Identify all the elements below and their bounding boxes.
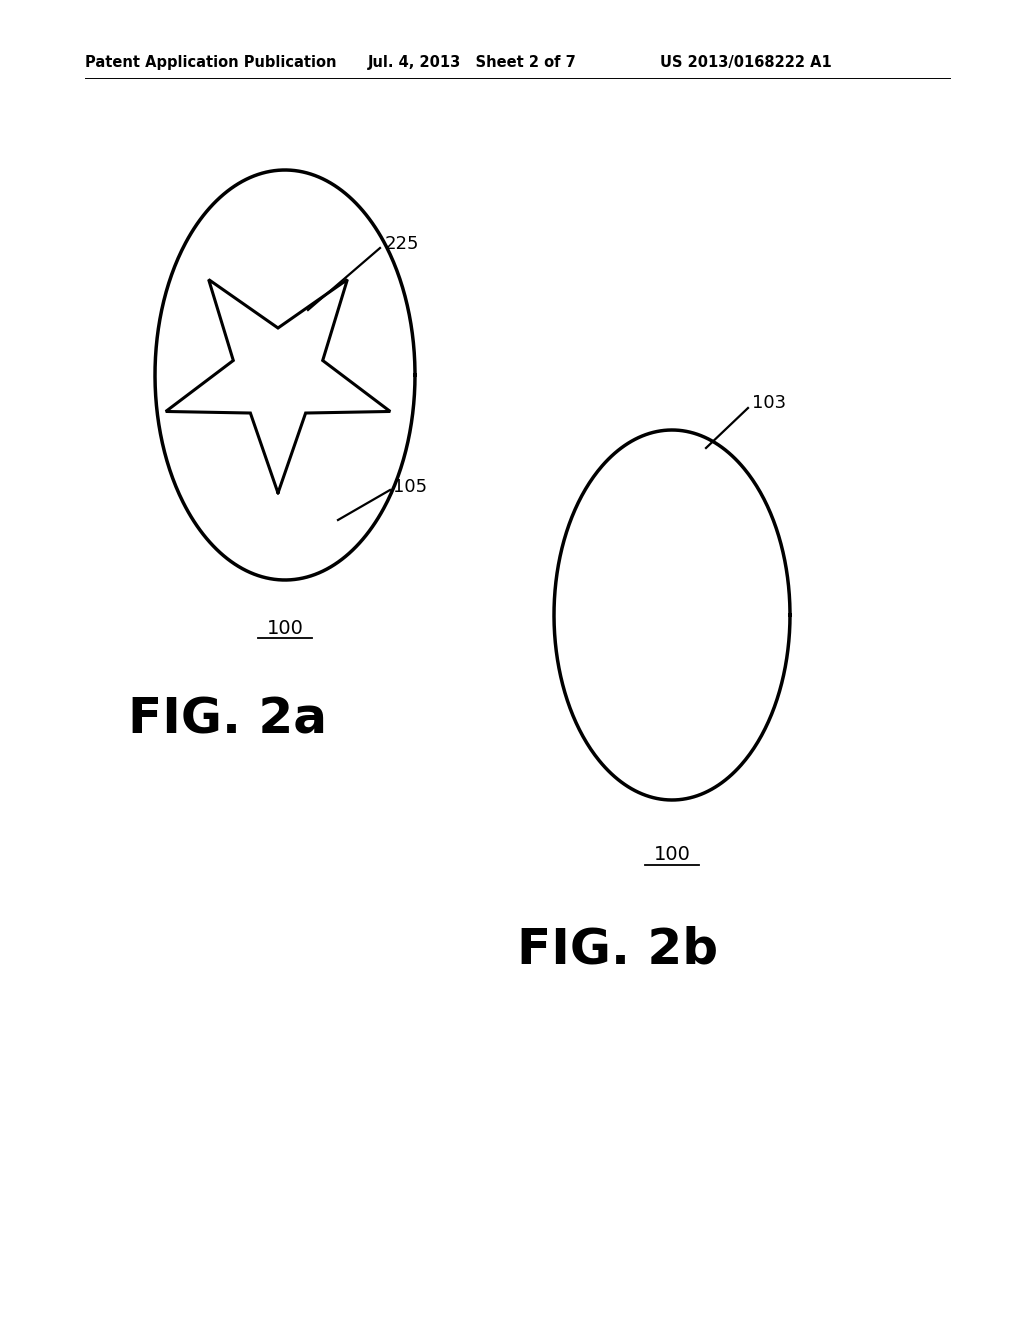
Text: 225: 225 <box>385 235 420 253</box>
Text: Patent Application Publication: Patent Application Publication <box>85 54 337 70</box>
Text: US 2013/0168222 A1: US 2013/0168222 A1 <box>660 54 831 70</box>
Text: 103: 103 <box>752 393 786 412</box>
Text: 100: 100 <box>266 619 303 638</box>
Text: 100: 100 <box>653 846 690 865</box>
Text: FIG. 2b: FIG. 2b <box>517 927 719 974</box>
Text: FIG. 2a: FIG. 2a <box>128 696 328 744</box>
Text: 105: 105 <box>393 478 427 496</box>
Text: Jul. 4, 2013   Sheet 2 of 7: Jul. 4, 2013 Sheet 2 of 7 <box>368 54 577 70</box>
